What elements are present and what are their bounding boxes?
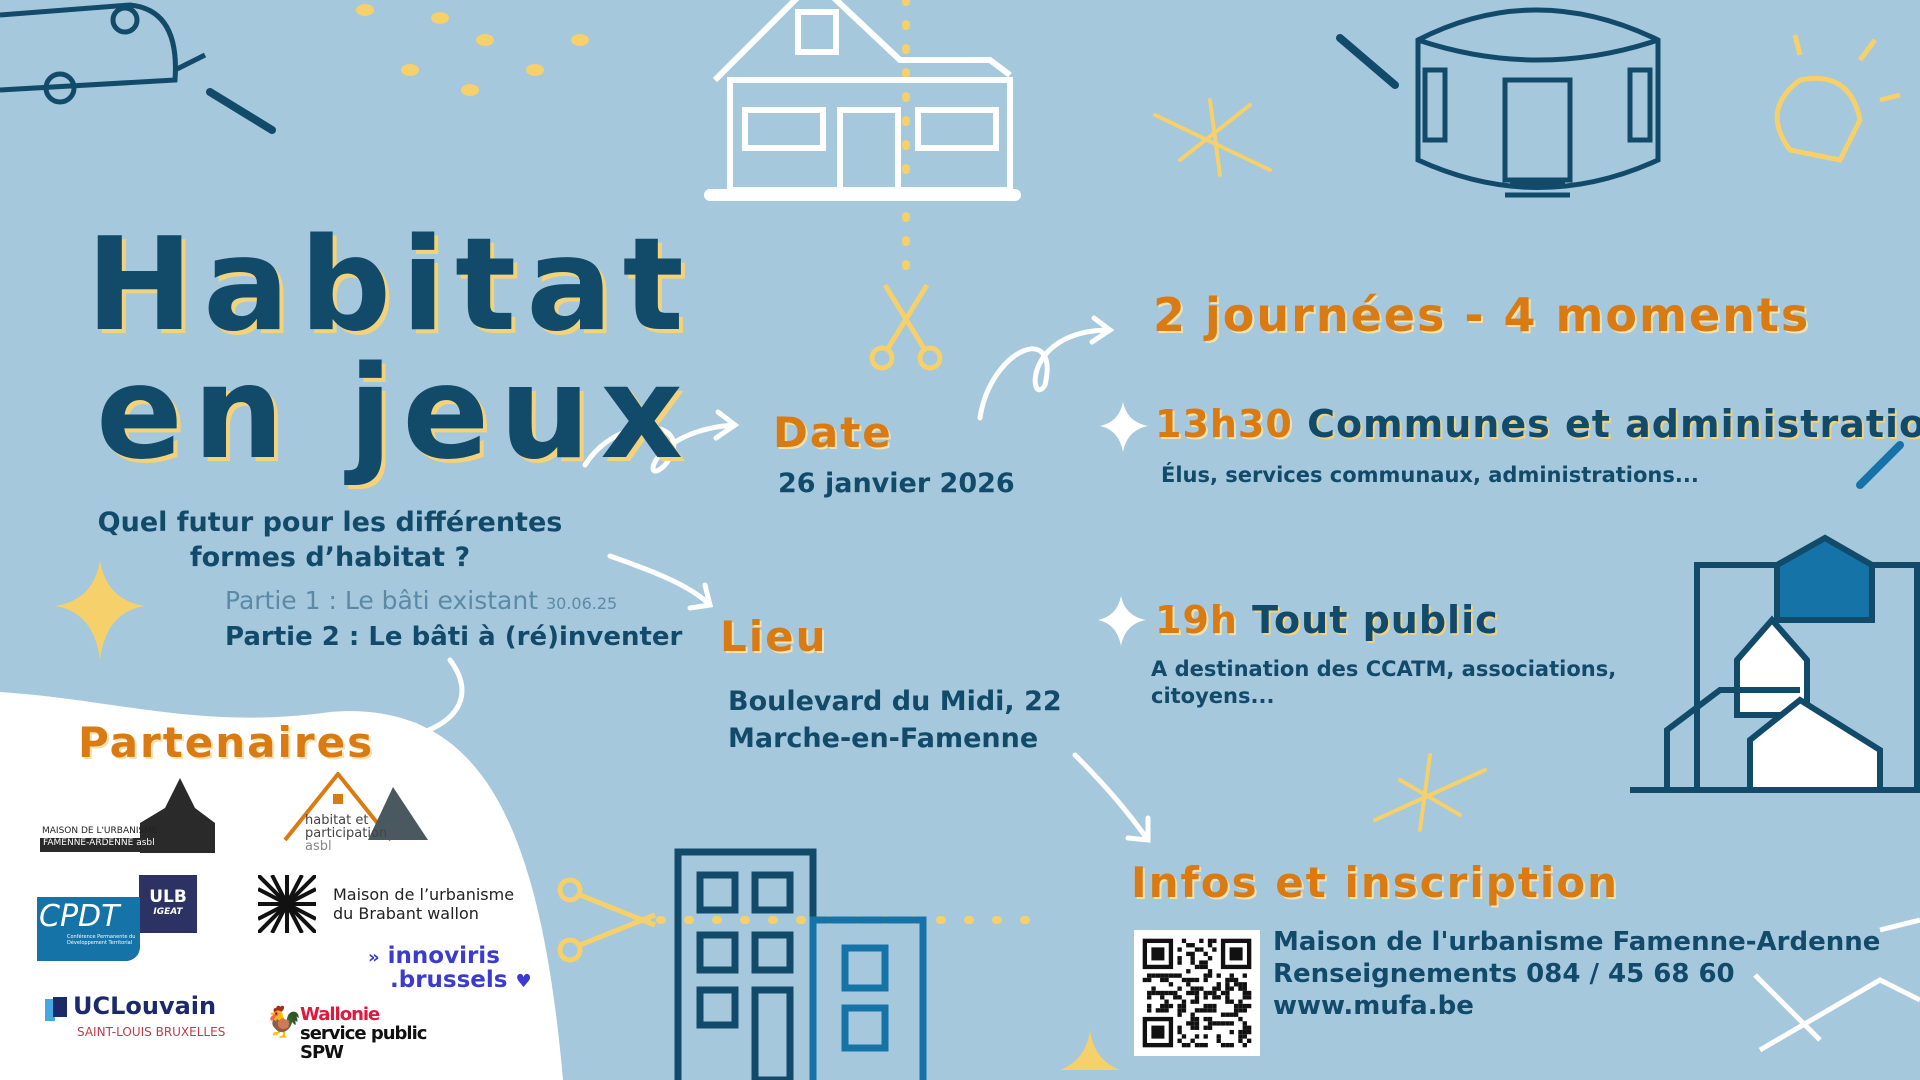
- moment-2-heading: 19h Tout public: [1155, 598, 1499, 642]
- logo-hep-line-3: asbl: [305, 839, 332, 854]
- logo-mubw-text: Maison de l’urbanisme du Brabant wallon: [333, 885, 514, 923]
- part-2-label: Partie 2 : Le bâti à (ré)inventer: [225, 622, 683, 652]
- curly-arrow-decoration: [977, 327, 1113, 421]
- scissors-icon: [557, 877, 656, 963]
- logo-mubw-line-2: du Brabant wallon: [333, 904, 479, 923]
- infos-website-link[interactable]: www.mufa.be: [1273, 991, 1474, 1021]
- part-1: Partie 1 : Le bâti existant 30.06.25: [225, 586, 617, 615]
- logo-wallonie-line-2: service public: [300, 1023, 427, 1044]
- moment-1-time: 13h30: [1155, 402, 1293, 446]
- title-line-2: en jeux: [96, 339, 693, 488]
- pencil-icon: [206, 34, 1399, 134]
- subtitle: Quel futur pour les différentes formes d…: [90, 505, 570, 575]
- logo-habitat-participation: habitat et participation asbl: [283, 772, 428, 857]
- moment-1-heading: 13h30 Communes et administrations: [1155, 402, 1920, 446]
- logo-mufa-line-2: FAMENNE-ARDENNE asbl: [40, 838, 215, 852]
- star-scribble-decoration: [1153, 98, 1487, 832]
- sparkle-icon: [1098, 596, 1146, 646]
- logo-igeat-text: IGEAT: [153, 907, 183, 917]
- infos-heading: Infos et inscription: [1131, 858, 1620, 907]
- caravan-illustration: [0, 2, 207, 105]
- arrow-decoration: [1072, 752, 1151, 843]
- logo-innoviris-line-2: .brussels ♥: [390, 967, 532, 993]
- address-street: Boulevard du Midi, 22: [728, 686, 1062, 717]
- moment-2-desc: A destination des CCATM, associations, c…: [1151, 656, 1616, 710]
- yurt-illustration: [1415, 7, 1661, 198]
- logo-wallonie-line-3: SPW: [300, 1042, 344, 1063]
- logo-innoviris-domain: .brussels: [390, 967, 508, 993]
- logo-hep-line-2: participation: [305, 826, 388, 841]
- logo-uclouvain-name: UCLouvain: [73, 992, 217, 1020]
- sunburst-icon: [258, 875, 316, 933]
- logo-cpdt-ulb: ULB IGEAT CPDT Conférence Permanente du …: [37, 875, 202, 961]
- rooster-icon: 🐓: [265, 1005, 303, 1040]
- moment-2-desc-line-1: A destination des CCATM, associations,: [1151, 657, 1617, 681]
- sparkle-icon: [1100, 402, 1148, 452]
- logo-ulb: ULB IGEAT: [139, 875, 197, 933]
- date-heading: Date: [773, 408, 893, 457]
- subtitle-line-2: formes d’habitat ?: [189, 542, 471, 573]
- logo-cpdt-desc: Conférence Permanente du Développement T…: [67, 934, 136, 946]
- moment-2-title: Tout public: [1252, 598, 1499, 642]
- house-illustration: [704, 0, 1021, 201]
- pencil-icon: [1856, 441, 1904, 489]
- confetti-decoration: [356, 4, 589, 96]
- logo-wallonie-spw: 🐓 Wallonie service public SPW: [265, 1005, 445, 1075]
- logo-innoviris-line-1: » innoviris: [368, 943, 500, 969]
- logo-innoviris-name: innoviris: [387, 943, 500, 969]
- qr-code[interactable]: [1133, 930, 1261, 1056]
- logo-innoviris: » innoviris .brussels ♥: [368, 945, 548, 995]
- subtitle-line-1: Quel futur pour les différentes: [97, 507, 563, 538]
- logo-wallonie-line-1: Wallonie: [300, 1004, 380, 1025]
- sparkle-icon: [55, 560, 145, 660]
- logo-mufa: MAISON DE L'URBANISME FAMENNE-ARDENNE as…: [40, 778, 215, 853]
- lightbulb-icon: [1774, 34, 1901, 163]
- document-pencil-illustration: [1753, 917, 1920, 1053]
- part-1-label: Partie 1 : Le bâti existant: [225, 586, 539, 615]
- partners-heading: Partenaires: [78, 718, 375, 767]
- logo-hep-line-1: habitat et: [305, 813, 369, 828]
- lieu-heading: Lieu: [720, 612, 828, 661]
- moment-2-time: 19h: [1155, 598, 1238, 642]
- moment-1-title: Communes et administrations: [1307, 402, 1920, 446]
- logo-uclouvain-sub: SAINT-LOUIS BRUXELLES: [77, 1025, 226, 1039]
- building-illustration: [674, 848, 927, 1080]
- moment-2-desc-line-2: citoyens...: [1151, 684, 1275, 708]
- logo-mubw: Maison de l’urbanisme du Brabant wallon: [258, 875, 518, 935]
- logo-cpdt-text: CPDT: [39, 899, 120, 934]
- lieu-address: Boulevard du Midi, 22 Marche-en-Famenne: [728, 683, 1062, 757]
- logo-ulb-text: ULB: [149, 887, 187, 907]
- scissors-icon: [869, 283, 943, 371]
- infos-contact: Maison de l'urbanisme Famenne-Ardenne Re…: [1273, 926, 1880, 1022]
- logo-cpdt: CPDT Conférence Permanente du Développem…: [37, 897, 140, 961]
- part-1-date: 30.06.25: [545, 594, 618, 613]
- logo-uclouvain: UCLouvain SAINT-LOUIS BRUXELLES: [45, 992, 245, 1040]
- moment-1-desc: Élus, services communaux, administration…: [1161, 463, 1699, 487]
- program-heading: 2 journées - 4 moments: [1153, 288, 1811, 342]
- infos-phone: Renseignements 084 / 45 68 60: [1273, 959, 1735, 989]
- logo-wallonie-text: Wallonie service public SPW: [300, 1004, 427, 1063]
- stacked-houses-illustration: [1630, 534, 1920, 793]
- curly-arrow-decoration: [582, 422, 738, 474]
- arrow-decoration: [607, 553, 713, 608]
- logo-mubw-line-1: Maison de l’urbanisme: [333, 885, 515, 904]
- address-city: Marche-en-Famenne: [728, 723, 1039, 754]
- title-line-1: Habitat: [86, 211, 694, 360]
- infos-org: Maison de l'urbanisme Famenne-Ardenne: [1273, 927, 1881, 957]
- logo-mufa-line-1: MAISON DE L'URBANISME: [42, 826, 158, 836]
- logo-hep-text: habitat et participation asbl: [305, 814, 387, 853]
- date-value: 26 janvier 2026: [778, 468, 1015, 499]
